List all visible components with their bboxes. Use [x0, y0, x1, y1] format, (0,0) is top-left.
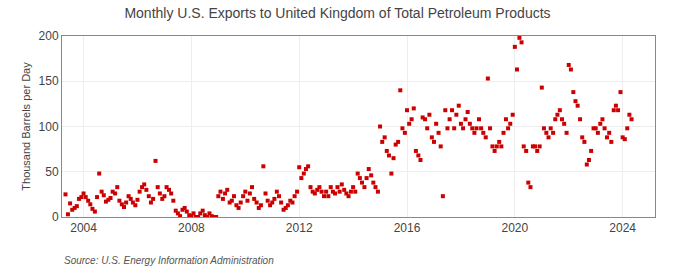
- svg-text:2004: 2004: [70, 221, 97, 235]
- svg-text:2008: 2008: [178, 221, 205, 235]
- svg-text:150: 150: [39, 74, 59, 88]
- svg-text:2012: 2012: [286, 221, 313, 235]
- svg-text:Source: U.S. Energy Informatio: Source: U.S. Energy Information Administ…: [64, 255, 274, 266]
- svg-text:2016: 2016: [394, 221, 421, 235]
- svg-text:2024: 2024: [609, 221, 636, 235]
- svg-text:Thousand Barrels per Day: Thousand Barrels per Day: [20, 62, 32, 191]
- svg-text:2020: 2020: [501, 221, 528, 235]
- svg-text:200: 200: [39, 29, 59, 43]
- svg-text:Monthly U.S. Exports to United: Monthly U.S. Exports to United Kingdom o…: [124, 5, 550, 21]
- svg-text:50: 50: [45, 165, 59, 179]
- svg-text:0: 0: [52, 210, 59, 224]
- svg-text:100: 100: [39, 120, 59, 134]
